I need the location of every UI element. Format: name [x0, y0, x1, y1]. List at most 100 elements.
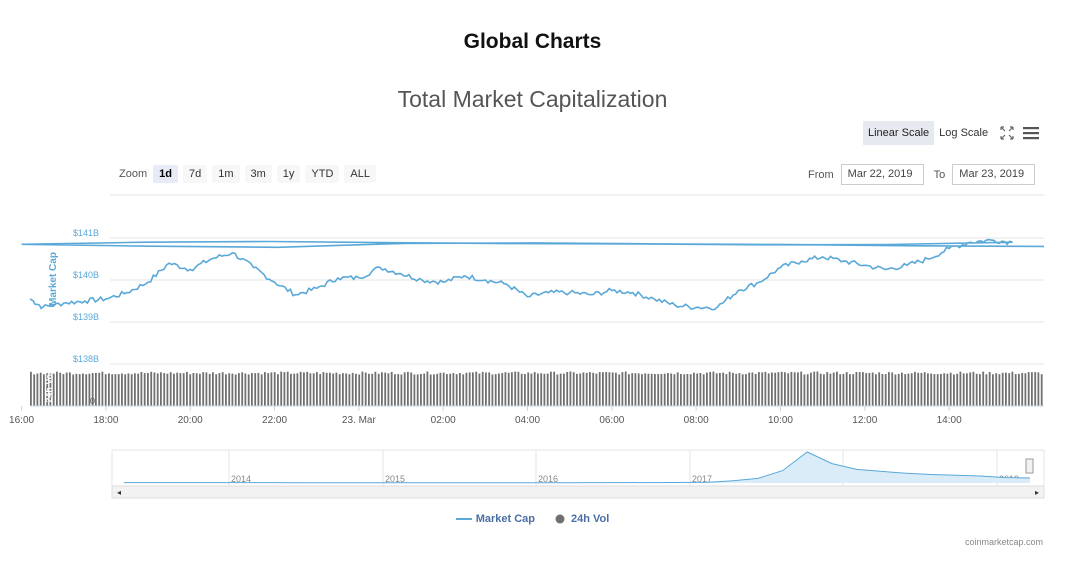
volume-bar [689, 374, 692, 406]
legend-market-cap[interactable]: Market Cap [455, 513, 535, 525]
navigator-scrollbar[interactable] [111, 485, 1045, 499]
volume-bar [465, 372, 468, 406]
volume-bar [966, 373, 968, 406]
volume-bar [858, 372, 861, 406]
volume-bar [455, 374, 458, 406]
scroll-left-icon[interactable]: ◂ [117, 488, 121, 497]
zoom-1d-button[interactable]: 1d [153, 165, 178, 183]
volume-bar [218, 373, 221, 406]
volume-bar [494, 374, 497, 406]
credits-link[interactable]: coinmarketcap.com [964, 537, 1043, 547]
scroll-right-icon[interactable]: ▸ [1035, 488, 1039, 497]
volume-bar [891, 372, 894, 406]
volume-bar [527, 372, 530, 406]
y-tick-label: $141B [73, 228, 99, 238]
volume-bar [693, 372, 695, 406]
volume-bar [888, 372, 890, 406]
volume-bar [829, 373, 832, 406]
volume-bar [771, 372, 773, 406]
volume-bar [533, 372, 536, 406]
volume-bar [251, 373, 253, 406]
volume-bar [462, 374, 465, 406]
volume-bar [871, 372, 874, 406]
volume-bar [537, 373, 539, 406]
volume-bar [335, 372, 338, 406]
volume-bar [169, 372, 172, 406]
to-label: To [933, 168, 946, 181]
volume-bar [962, 373, 965, 406]
volume-bar [342, 373, 344, 406]
volume-bar [1027, 372, 1030, 406]
volume-bar [241, 372, 244, 406]
volume-bar [725, 374, 728, 406]
zoom-3m-button[interactable]: 3m [244, 165, 272, 183]
volume-bar [166, 373, 169, 406]
zoom-ytd-button[interactable]: YTD [305, 165, 340, 183]
log-scale-button[interactable]: Log Scale [939, 127, 989, 139]
volume-bar [797, 372, 799, 406]
volume-bar [345, 373, 348, 406]
volume-bar [631, 373, 634, 406]
navigator[interactable]: 201420152016201720182019 ◂ ▸ [111, 449, 1045, 499]
volume-bar [283, 372, 286, 406]
volume-bar [985, 374, 988, 406]
volume-bar [634, 373, 637, 406]
volume-bar [836, 371, 838, 406]
volume-bar [264, 372, 266, 406]
legend-24h-vol[interactable]: 24h Vol [555, 513, 609, 525]
navigator-handle[interactable] [1025, 458, 1034, 474]
volume-bar [208, 373, 211, 406]
y-tick-label: $139B [73, 312, 99, 322]
volume-bar [553, 371, 556, 406]
x-tick-label: 12:00 [852, 415, 877, 426]
volume-bar [442, 372, 445, 406]
volume-bar [319, 374, 322, 406]
zoom-1m-button[interactable]: 1m [212, 165, 240, 183]
volume-bar [953, 374, 955, 406]
from-date-input[interactable]: Mar 22, 2019 [840, 164, 924, 185]
volume-bar [293, 373, 296, 406]
volume-bar [459, 373, 461, 406]
zoom-7d-button[interactable]: 7d [182, 165, 208, 183]
volume-bar [52, 373, 55, 406]
volume-bar [234, 374, 237, 406]
volume-bar [504, 372, 507, 406]
zoom-all-button[interactable]: ALL [344, 165, 376, 183]
x-tick-label: 20:00 [178, 415, 203, 426]
volume-bar [413, 374, 416, 406]
volume-bar [709, 372, 712, 406]
volume-bar [62, 374, 65, 406]
volume-bar [946, 373, 949, 406]
volume-bar [355, 373, 357, 406]
volume-bar [30, 371, 32, 406]
market-cap-line[interactable] [21, 238, 1045, 311]
volume-bar [875, 374, 877, 406]
volume-bar [95, 372, 97, 406]
linear-scale-button[interactable]: Linear Scale [863, 121, 935, 145]
volume-bar [849, 374, 851, 406]
menu-icon[interactable] [1021, 123, 1041, 143]
volume-bar [787, 373, 790, 406]
volume-bar [498, 373, 500, 406]
volume-bar [959, 371, 962, 406]
volume-bar [78, 374, 81, 406]
volume-bar [868, 372, 871, 406]
volume-bar [299, 371, 302, 406]
volume-bar [806, 374, 809, 406]
fullscreen-icon[interactable] [997, 123, 1017, 143]
volume-bar [823, 374, 825, 406]
to-date-input[interactable]: Mar 23, 2019 [952, 164, 1036, 185]
volume-bar [306, 371, 309, 406]
volume-bar [995, 373, 998, 406]
navigator-year-label: 2014 [231, 474, 251, 484]
volume-bar [748, 372, 751, 406]
volume-bar [992, 374, 994, 406]
volume-bar [741, 374, 744, 406]
volume-bar [1008, 373, 1011, 406]
volume-bar [654, 374, 656, 406]
volume-bar [670, 373, 673, 406]
zoom-1y-button[interactable]: 1y [276, 165, 301, 183]
date-range: From Mar 22, 2019 To Mar 23, 2019 [808, 164, 1036, 185]
volume-bar [819, 373, 822, 406]
zoom-label: Zoom [119, 168, 148, 180]
